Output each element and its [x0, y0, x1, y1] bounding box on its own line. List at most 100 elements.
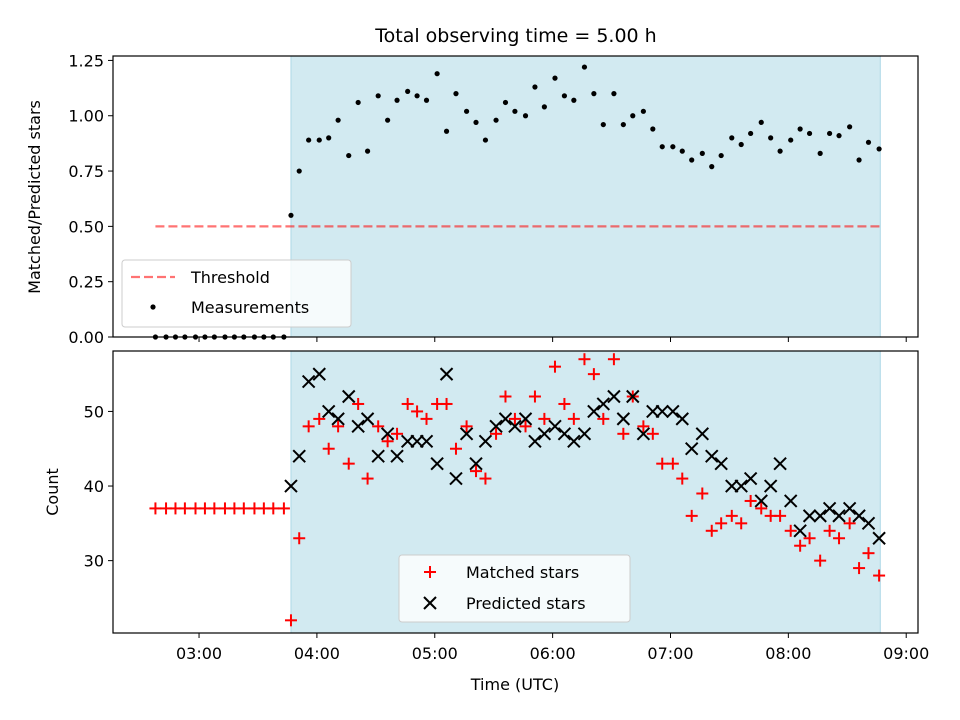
predicted-star-point	[400, 434, 415, 448]
predicted-star-point	[410, 434, 424, 448]
matched-star-point	[774, 509, 787, 522]
predicted-star-point	[321, 404, 336, 419]
predicted-star-point	[439, 367, 454, 381]
matched-star-point	[302, 420, 315, 433]
measurement-point	[865, 139, 872, 145]
measurement-point	[326, 135, 332, 141]
measurement-point	[453, 91, 459, 97]
predicted-legend-marker	[423, 596, 437, 610]
predicted-star-point	[596, 397, 611, 411]
measurement-point	[600, 121, 606, 128]
measurement-point	[806, 130, 813, 137]
matched-star-point	[178, 502, 191, 515]
predicted-star-point	[284, 479, 298, 493]
measurement-point	[679, 148, 685, 154]
measurement-point	[306, 137, 312, 143]
predicted-star-point	[557, 427, 572, 441]
predicted-star-point	[312, 367, 326, 381]
matched-star-point	[548, 360, 561, 373]
measurement-point	[296, 168, 302, 174]
matched-star-point	[322, 442, 335, 455]
measurement-point	[288, 212, 294, 218]
matched-star-point	[823, 524, 836, 537]
measurement-point	[355, 99, 361, 106]
bottom-x-ticks: 03:00 04:00 05:00 06:00 07:00 08:00 09:00	[176, 633, 929, 663]
predicted-star-point	[518, 412, 533, 426]
predicted-star-point	[577, 427, 592, 441]
matched-star-point	[696, 487, 709, 500]
matched-star-point	[784, 524, 797, 537]
measurement-point	[768, 135, 774, 141]
predicted-star-point	[548, 419, 562, 434]
predicted-star-point	[419, 434, 434, 448]
matched-star-point	[538, 412, 551, 425]
measurement-point	[346, 152, 352, 159]
bottom-legend: Matched stars Predicted stars	[398, 554, 631, 623]
predicted-star-point	[842, 501, 857, 516]
matched-star-point	[313, 412, 326, 425]
matched-star-point	[833, 532, 846, 545]
top-axes-frame	[112, 55, 919, 338]
matched-star-point	[440, 397, 453, 410]
predicted-star-point	[763, 479, 778, 493]
x-axis-label: Time (UTC)	[470, 675, 559, 694]
measurement-point	[777, 148, 783, 154]
measurement-point	[650, 126, 656, 132]
bottom-y-axis-label: Count	[43, 468, 62, 516]
measurement-point	[659, 144, 665, 150]
matched-star-point	[794, 539, 807, 552]
measurement-point	[640, 108, 646, 114]
measurement-point	[699, 150, 705, 156]
predicted-star-point	[793, 524, 807, 538]
x-tick-label: 08:00	[765, 644, 811, 663]
measurement-point	[375, 93, 381, 99]
matched-star-point	[277, 502, 290, 515]
matched-star-point	[853, 562, 866, 575]
matched-star-point	[803, 532, 816, 545]
predicted-star-point	[684, 442, 699, 456]
predicted-star-point	[342, 389, 356, 404]
predicted-star-point	[360, 412, 375, 426]
matched-star-point	[237, 502, 250, 515]
predicted-star-point	[784, 494, 798, 508]
predicted-star-point	[301, 374, 316, 389]
matched-star-point	[401, 397, 414, 410]
measurement-point	[541, 104, 547, 110]
measurements-legend-marker	[150, 304, 156, 310]
matched-star-point	[519, 420, 532, 433]
matched-star-point	[332, 420, 345, 433]
matched-star-point	[597, 412, 610, 425]
matched-star-point	[567, 412, 580, 425]
measurement-point	[670, 144, 676, 150]
predicted-star-point	[773, 456, 787, 471]
matched-star-point	[342, 457, 355, 470]
measurement-point	[493, 117, 499, 123]
measurement-point	[847, 124, 853, 130]
matched-star-point	[499, 390, 512, 403]
measurement-point	[522, 113, 529, 119]
matched-star-points	[149, 353, 886, 627]
measurement-point	[414, 93, 420, 99]
x-tick-label: 07:00	[647, 644, 693, 663]
predicted-star-points	[284, 367, 886, 545]
matched-star-point	[587, 368, 600, 381]
measurement-point	[591, 91, 597, 97]
matched-star-point	[490, 427, 503, 440]
top-y-tick-label: 0.75	[68, 162, 104, 181]
predicted-star-point	[705, 449, 719, 463]
matched-star-point	[267, 502, 280, 515]
top-y-tick-label: 0.50	[68, 217, 104, 236]
measurement-point	[434, 71, 440, 77]
top-panel: 0.00 0.25 0.50 0.75 1.00 1.25 Matched/Predict…	[25, 51, 919, 347]
matched-star-point	[617, 427, 630, 440]
measurement-point	[738, 141, 744, 148]
predicted-star-point	[725, 479, 739, 493]
top-y-tick-label: 0.25	[68, 273, 104, 292]
matched-star-point	[637, 420, 650, 433]
predicted-star-point	[459, 427, 474, 441]
measurement-point	[335, 117, 341, 123]
predicted-star-point	[567, 434, 581, 448]
predicted-star-point	[743, 471, 758, 486]
matched-star-point	[735, 517, 748, 530]
